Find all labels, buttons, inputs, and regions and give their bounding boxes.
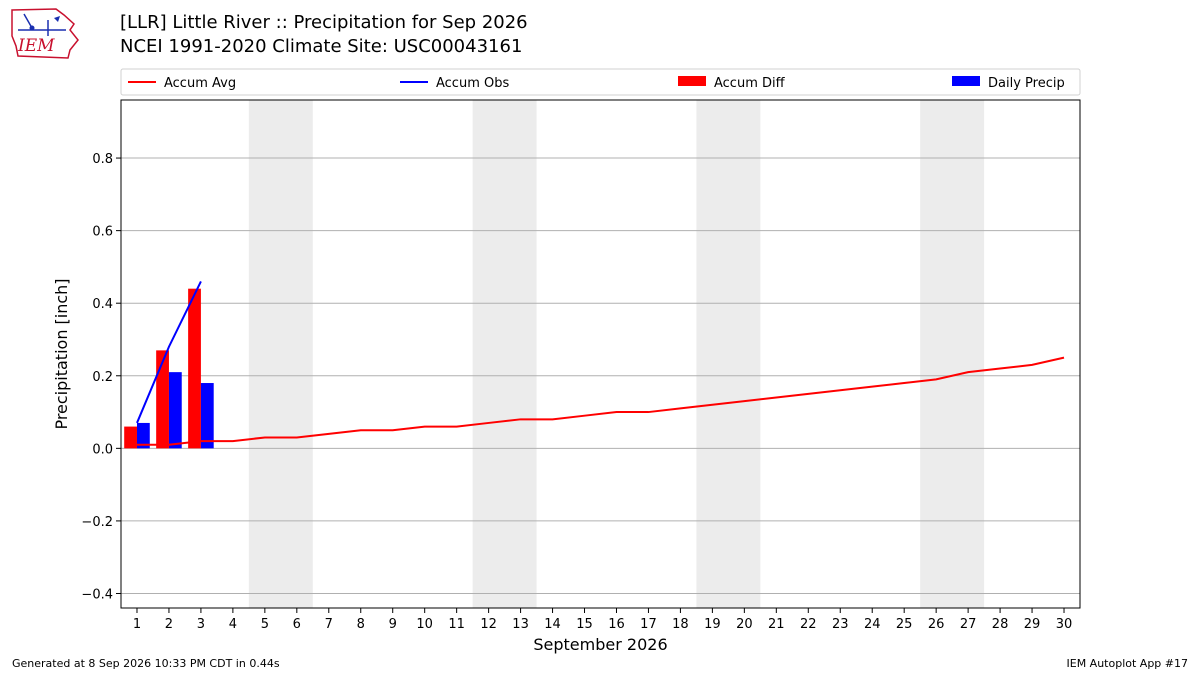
legend-daily-precip-swatch — [952, 76, 980, 86]
x-tick-label: 2 — [165, 617, 173, 632]
x-tick-label: 5 — [261, 617, 269, 632]
y-tick-label: 0.8 — [92, 152, 113, 167]
x-tick-label: 13 — [512, 617, 529, 632]
x-tick-label: 8 — [357, 617, 365, 632]
y-tick-label: −0.2 — [81, 515, 113, 530]
x-tick-label: 16 — [608, 617, 625, 632]
y-tick-label: 0.6 — [92, 225, 113, 240]
y-axis-label: Precipitation [inch] — [52, 278, 71, 429]
chart-subtitle: NCEI 1991-2020 Climate Site: USC00043161 — [120, 36, 523, 57]
y-tick-label: 0.0 — [92, 442, 113, 457]
daily-precip-bar — [168, 372, 182, 449]
x-tick-label: 12 — [480, 617, 497, 632]
iem-logo: IEM — [11, 8, 79, 59]
x-tick-label: 15 — [576, 617, 593, 632]
x-tick-label: 26 — [928, 617, 945, 632]
plot-frame — [120, 99, 1081, 609]
generated-timestamp: Generated at 8 Sep 2026 10:33 PM CDT in … — [12, 657, 280, 670]
legend-accum-diff: Accum Diff — [714, 76, 786, 91]
x-tick-label: 18 — [672, 617, 689, 632]
legend-accum-obs: Accum Obs — [436, 76, 509, 91]
accum-diff-bar — [124, 426, 137, 449]
x-tick-label: 21 — [768, 617, 785, 632]
chart-title: [LLR] Little River :: Precipitation for … — [120, 12, 528, 33]
x-tick-label: 1 — [133, 617, 141, 632]
accum-diff-bar — [188, 288, 201, 449]
x-tick-label: 27 — [960, 617, 977, 632]
x-tick-label: 10 — [416, 617, 433, 632]
weekend-shade — [920, 100, 985, 608]
daily-precip-bar — [200, 383, 214, 449]
legend-accum-avg: Accum Avg — [164, 76, 236, 91]
logo-text: IEM — [17, 36, 55, 56]
weekend-shade — [472, 100, 537, 608]
x-tick-label: 7 — [325, 617, 333, 632]
x-tick-label: 20 — [736, 617, 753, 632]
app-label: IEM Autoplot App #17 — [1066, 657, 1189, 670]
x-tick-label: 28 — [992, 617, 1009, 632]
x-tick-label: 19 — [704, 617, 721, 632]
daily-precip-bar — [136, 422, 150, 449]
x-tick-label: 14 — [544, 617, 561, 632]
y-tick-label: 0.2 — [92, 370, 113, 385]
accum-diff-bar — [156, 350, 169, 449]
x-tick-label: 22 — [800, 617, 817, 632]
weekend-shade — [248, 100, 313, 608]
x-tick-label: 30 — [1056, 617, 1073, 632]
legend-daily-precip: Daily Precip — [988, 76, 1065, 91]
x-tick-label: 6 — [293, 617, 301, 632]
x-tick-label: 11 — [448, 617, 465, 632]
x-tick-label: 3 — [197, 617, 205, 632]
x-tick-label: 29 — [1024, 617, 1041, 632]
y-tick-label: −0.4 — [81, 587, 113, 602]
x-axis-label: September 2026 — [533, 635, 667, 654]
accum-obs-line — [136, 280, 202, 424]
legend-accum-diff-swatch — [678, 76, 706, 86]
x-tick-label: 4 — [229, 617, 237, 632]
x-tick-label: 23 — [832, 617, 849, 632]
legend-box — [120, 68, 1081, 96]
x-tick-label: 24 — [864, 617, 881, 632]
weekend-shade — [696, 100, 761, 608]
x-tick-label: 17 — [640, 617, 657, 632]
x-tick-label: 25 — [896, 617, 913, 632]
accum-avg-line — [136, 356, 1065, 446]
y-tick-label: 0.4 — [92, 297, 113, 312]
x-tick-label: 9 — [389, 617, 397, 632]
